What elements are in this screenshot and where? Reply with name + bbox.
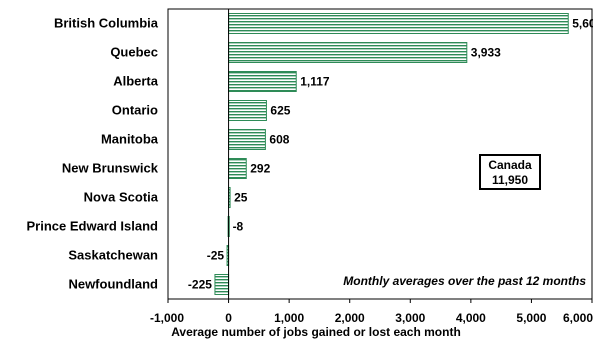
x-tick-label-5: 4,000 (456, 311, 486, 325)
category-label-5: New Brunswick (62, 161, 159, 176)
x-axis-ticks: -1,000 0 1,000 2,000 3,000 4,000 5,000 6,000 (150, 299, 593, 325)
value-label-6: 25 (234, 191, 248, 205)
category-label-4: Manitoba (101, 132, 159, 147)
value-label-2: 1,117 (300, 75, 330, 89)
canada-summary-box: Canada 11,950 (479, 154, 541, 190)
value-label-7: -8 (233, 220, 244, 234)
value-label-9: -225 (188, 278, 212, 292)
value-label-8: -25 (207, 249, 225, 263)
x-tick-label-0: -1,000 (150, 311, 184, 325)
bar-2 (228, 71, 297, 92)
value-label-5: 292 (250, 162, 270, 176)
x-tick-label-6: 5,000 (516, 311, 546, 325)
bar-1 (228, 42, 468, 63)
bar-3 (228, 100, 267, 121)
bar-0 (228, 13, 569, 34)
x-tick-label-1: 0 (225, 311, 232, 325)
category-label-3: Ontario (112, 103, 158, 118)
x-tick-label-7: 6,000 (563, 311, 593, 325)
category-labels: British Columbia Quebec Alberta Ontario Mani… (27, 16, 159, 292)
value-labels: 5,608 3,933 1,117 625 608 292 25 -8 -25 -225 (188, 17, 593, 292)
annotation-note: Monthly averages over the past 12 months (343, 274, 586, 288)
category-label-8: Saskatchewan (68, 248, 158, 263)
x-axis-title: Average number of jobs gained or lost ea… (171, 325, 461, 339)
value-label-4: 608 (269, 133, 289, 147)
value-label-0: 5,608 (572, 17, 593, 31)
category-label-7: Prince Edward Island (27, 219, 159, 234)
category-label-2: Alberta (113, 74, 159, 89)
value-label-3: 625 (270, 104, 290, 118)
value-label-1: 3,933 (471, 46, 501, 60)
bar-4 (228, 129, 266, 150)
x-tick-label-2: 1,000 (274, 311, 304, 325)
category-label-1: Quebec (110, 45, 158, 60)
x-tick-label-3: 2,000 (335, 311, 365, 325)
x-tick-label-4: 3,000 (395, 311, 425, 325)
category-label-9: Newfoundland (68, 277, 158, 292)
category-label-0: British Columbia (54, 16, 159, 31)
bars-group (214, 13, 569, 295)
bar-9 (214, 274, 230, 295)
canada-value: 11,950 (492, 173, 528, 187)
category-label-6: Nova Scotia (84, 190, 159, 205)
canada-label: Canada (488, 158, 532, 172)
bar-5 (228, 158, 247, 179)
